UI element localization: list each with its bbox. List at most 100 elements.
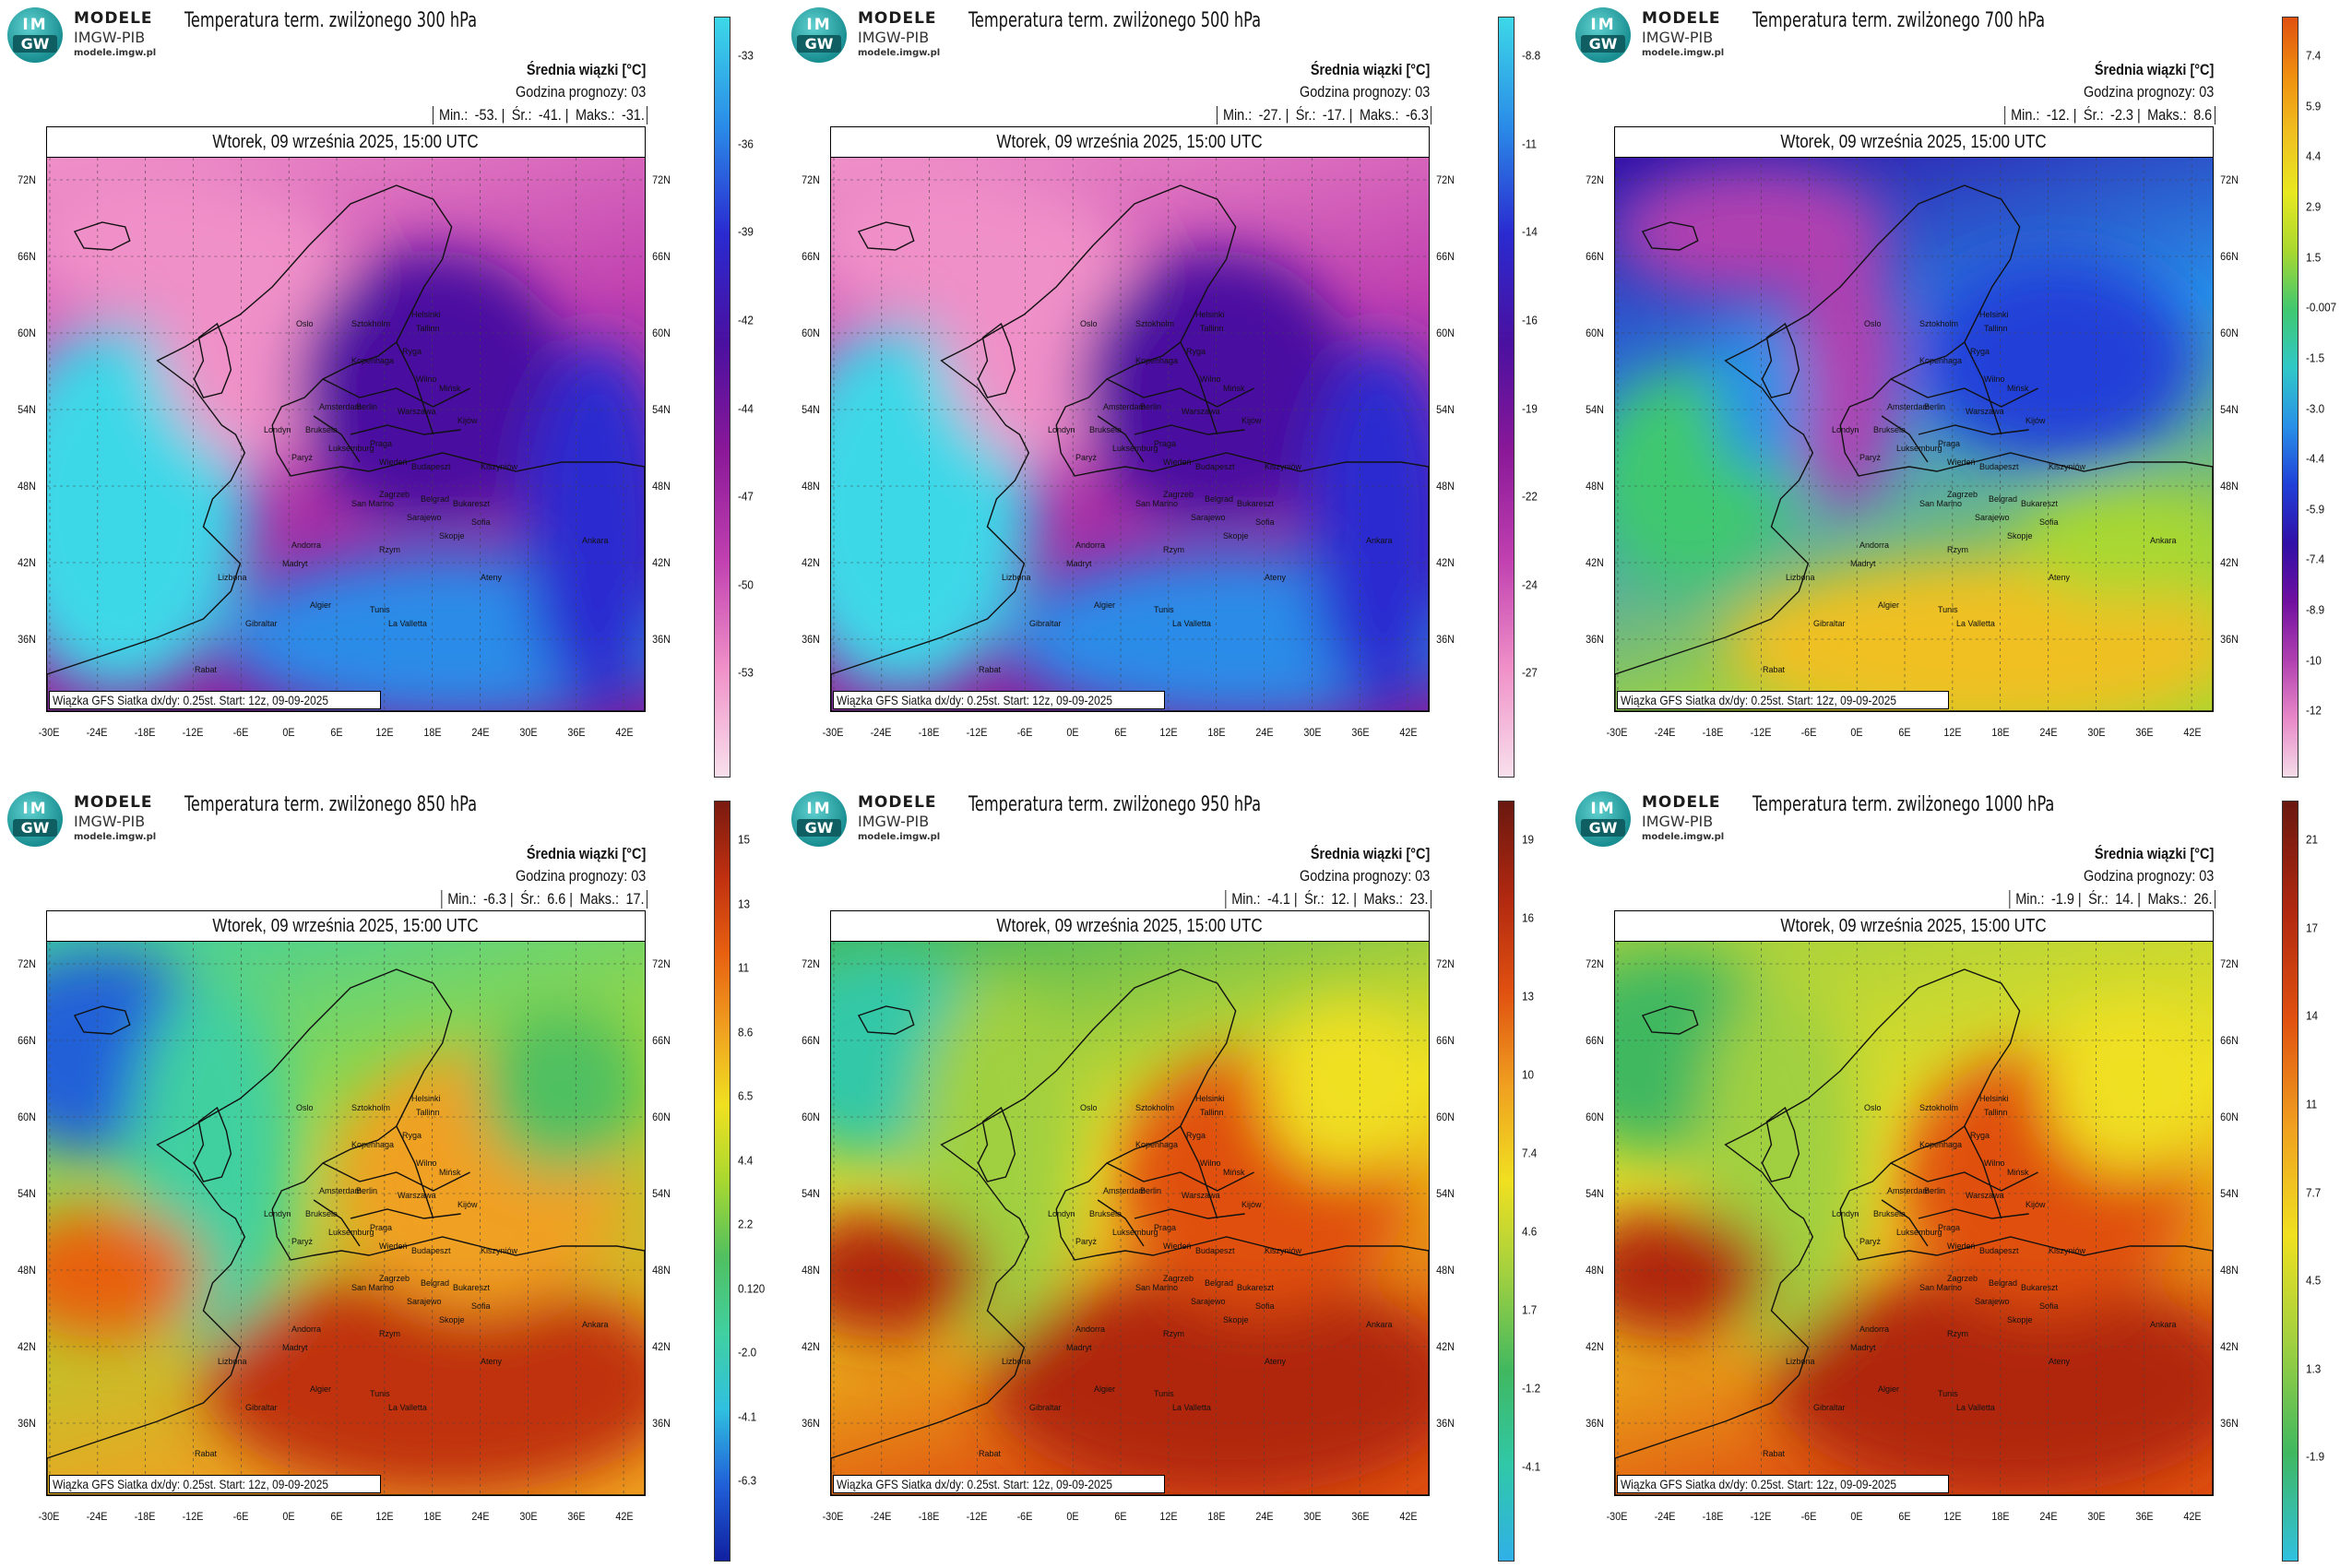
lat-label-right: 60N — [1436, 327, 1455, 339]
lat-label-left: 72N — [1586, 173, 1604, 186]
lat-label-left: 42N — [18, 556, 36, 569]
lon-label: 18E — [1207, 726, 1226, 739]
city-label: Lizbona — [1002, 573, 1031, 582]
valid-date: Wtorek, 09 września 2025, 15:00 UTC — [1615, 127, 2213, 158]
city-label: Mińsk — [439, 1168, 461, 1177]
city-label: Rzym — [1163, 1329, 1184, 1338]
city-label: Andorra — [291, 540, 322, 550]
stat-min-value: -12. — [2047, 106, 2071, 124]
stat-max-label: Maks.: — [1363, 890, 1404, 908]
lat-label-right: 60N — [2220, 327, 2239, 339]
stats-bar: Min.: -12. | Śr.: -2.3 | Maks.: 8.6 — [2004, 106, 2215, 125]
city-label: Gibraltar — [1813, 1403, 1846, 1412]
colorbar-label: -2.0 — [738, 1345, 757, 1360]
city-label: Luksemburg — [1896, 1228, 1942, 1237]
lon-label: 12E — [1159, 1510, 1178, 1523]
stat-max-value: 17. — [625, 890, 645, 908]
city-label: Oslo — [296, 1103, 314, 1112]
lat-label-left: 48N — [1586, 480, 1604, 493]
city-label: Algier — [310, 1384, 332, 1394]
stat-avg-value: 14. — [2115, 890, 2134, 908]
colorbar — [714, 17, 731, 778]
logo-badge-top: IM — [22, 800, 48, 818]
city-label: Helsinki — [411, 1094, 441, 1103]
colorbar — [2282, 17, 2299, 778]
city-label: Bruksela — [1873, 425, 1907, 434]
city-label: Skopje — [1223, 531, 1249, 540]
logo-badge-bottom: GW — [1581, 819, 1625, 837]
city-label: Bruksela — [305, 425, 339, 434]
city-label: Andorra — [1859, 540, 1890, 550]
lat-label-right: 42N — [2220, 556, 2239, 569]
city-label: Helsinki — [1195, 1094, 1225, 1103]
colorbar-label: 7.4 — [2306, 48, 2322, 63]
temperature-field — [47, 942, 645, 1495]
city-label: Madryt — [1066, 559, 1092, 568]
city-label: Kopenhaga — [351, 356, 395, 365]
lon-label: 24E — [2039, 1510, 2058, 1523]
city-label: Praga — [370, 439, 393, 448]
lon-label: -12E — [1750, 1510, 1772, 1523]
logo-badge-top: IM — [1590, 16, 1616, 34]
lat-label-left: 54N — [802, 1187, 820, 1200]
map-frame: Wtorek, 09 września 2025, 15:00 UTC Wiąz… — [1614, 126, 2214, 712]
forecast-hour: Godzina prognozy: 03 — [2083, 83, 2214, 101]
city-label: Kiszyniów — [2049, 462, 2086, 471]
lon-label: -12E — [182, 1510, 204, 1523]
units-label: Średnia wiązki [°C] — [2094, 845, 2214, 862]
city-label: Helsinki — [1195, 310, 1225, 319]
city-label: Helsinki — [411, 310, 441, 319]
lon-label: -18E — [918, 1510, 940, 1523]
colorbar-label: 19 — [1522, 832, 1535, 847]
lon-label: 42E — [2183, 1510, 2202, 1523]
city-label: Amsterdam — [319, 1186, 362, 1195]
city-label: Ankara — [582, 1320, 609, 1329]
forecast-hour: Godzina prognozy: 03 — [515, 83, 646, 101]
city-label: Kiszyniów — [2049, 1246, 2086, 1255]
colorbar-label: -6.3 — [738, 1473, 757, 1488]
lat-label-right: 36N — [652, 1417, 671, 1430]
lat-label-left: 54N — [1586, 1187, 1604, 1200]
lon-label: -12E — [182, 726, 204, 739]
city-label: San Marino — [351, 1283, 395, 1292]
city-label: Amsterdam — [1887, 1186, 1930, 1195]
city-label: Berlin — [1924, 402, 1946, 411]
stat-max-label: Maks.: — [579, 890, 620, 908]
logo-badge-top: IM — [806, 16, 832, 34]
city-label: Gibraltar — [245, 619, 278, 628]
city-label: Bruksela — [1089, 1209, 1123, 1218]
city-label: Sofia — [471, 517, 491, 527]
city-label: San Marino — [1919, 1283, 1963, 1292]
lat-label-right: 60N — [2220, 1111, 2239, 1123]
city-label: Oslo — [296, 319, 314, 328]
logo-name: MODELE — [1642, 9, 1721, 28]
city-label: Ryga — [1186, 1131, 1206, 1140]
lon-label: -18E — [1702, 726, 1724, 739]
city-label: Algier — [1094, 1384, 1116, 1394]
city-label: Zagrzeb — [1947, 1274, 1978, 1283]
city-label: Sofia — [1255, 517, 1275, 527]
colorbar-label: -42 — [738, 313, 754, 327]
lat-label-right: 72N — [652, 957, 671, 970]
city-label: Berlin — [356, 1186, 378, 1195]
city-label: Bukareszt — [1237, 1283, 1275, 1292]
city-label: Kijów — [1241, 416, 1262, 425]
lat-label-right: 48N — [1436, 1264, 1455, 1277]
colorbar — [714, 801, 731, 1562]
temperature-field — [1615, 158, 2213, 711]
city-label: Kiszyniów — [481, 462, 518, 471]
city-label: Londyn — [1832, 1209, 1859, 1218]
city-label: Wiedeń — [1163, 1241, 1192, 1251]
city-label: Sztokholm — [1135, 1103, 1175, 1112]
colorbar-label: -3.0 — [2306, 401, 2325, 415]
panel-title: Temperatura term. zwilżonego 950 hPa — [968, 793, 1262, 816]
city-label: Ryga — [1186, 347, 1206, 356]
city-label: La Valletta — [388, 1403, 427, 1412]
lon-label: 12E — [1943, 1510, 1962, 1523]
city-label: Rzym — [1947, 1329, 1968, 1338]
lon-label: -30E — [822, 726, 844, 739]
lon-label: 24E — [471, 726, 490, 739]
colorbar-label: 15 — [738, 832, 751, 847]
colorbar-label: 21 — [2306, 832, 2319, 847]
city-label: Mińsk — [439, 384, 461, 393]
